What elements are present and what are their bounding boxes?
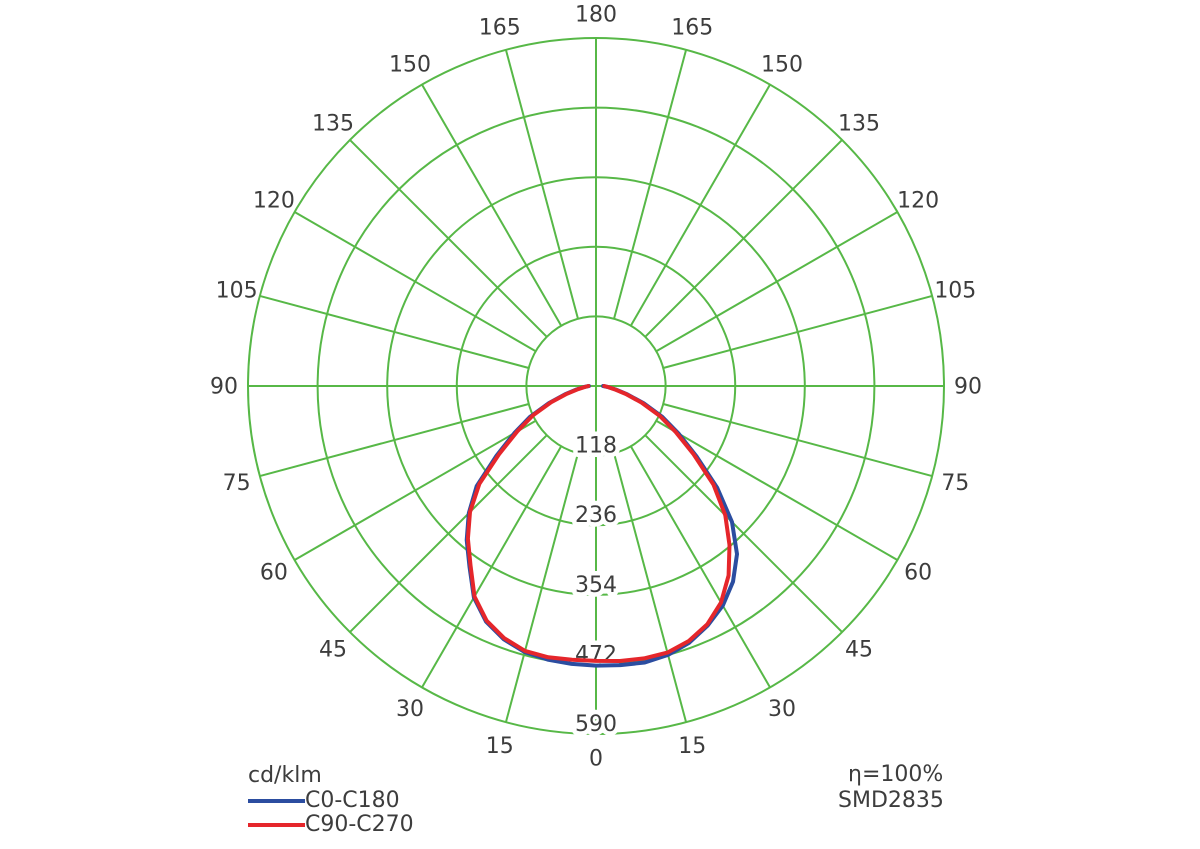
angle-label: 180 [575,3,617,28]
c0-c180-line-swatch [248,799,305,803]
angle-label: 135 [312,112,354,137]
grid-radial-line [613,49,688,320]
angle-label: 120 [897,189,939,214]
c0-c180-label: C0-C180 [305,788,400,813]
polar-grid [247,37,945,735]
led-model-label: SMD2835 [838,788,944,813]
c90-c270-line-swatch [248,823,305,827]
angle-label: 0 [589,747,603,772]
angle-label: 45 [845,638,873,663]
grid-radial-line [294,419,537,561]
grid-radial-line [613,452,688,723]
angle-label: 90 [954,375,982,400]
angle-label: 30 [768,697,796,722]
grid-radial-line [655,419,898,561]
ring-value-label: 354 [575,573,617,598]
ring-value-label: 590 [575,712,617,737]
grid-radial-line [349,139,548,338]
angle-label: 60 [260,561,288,586]
angle-label: 75 [223,471,251,496]
grid-radial-line [259,403,530,478]
ring-value-label: 118 [575,434,617,459]
grid-radial-line [294,211,537,353]
ring-value-label: 236 [575,503,617,528]
angle-label: 30 [396,697,424,722]
legend-item-c0-c180: C0-C180 [248,789,414,813]
angle-labels: 0 15 15 30 30 45 45 60 60 75 75 90 90 105 105 120 120 135… [210,3,982,772]
angle-label: 135 [838,112,880,137]
angle-label: 60 [904,561,932,586]
legend-unit-label: cd/klm [248,763,322,788]
grid-radial-line [644,434,843,633]
legend-item-c90-c270: C90-C270 [248,813,414,837]
angle-label: 75 [941,471,969,496]
angle-label: 165 [479,15,521,40]
curve-c90-c270 [465,384,732,663]
annotation-block: η=100% SMD2835 [838,762,944,814]
grid-radial-line [644,139,843,338]
grid-radial-line [655,211,898,353]
c90-c270-label: C90-C270 [305,812,414,837]
angle-label: 15 [678,734,706,759]
grid-radial-line [504,452,579,723]
angle-label: 90 [210,375,238,400]
grid-radial-line [629,84,771,327]
grid-radial-line [662,403,933,478]
angle-label: 165 [671,15,713,40]
grid-radial-line [349,434,548,633]
angle-label: 105 [934,278,976,303]
grid-radial-line [629,445,771,688]
angle-label: 45 [319,638,347,663]
grid-radial-line [259,294,530,369]
angle-label: 150 [389,53,431,78]
grid-radial-line [421,84,563,327]
angle-label: 120 [253,189,295,214]
grid-radial-line [421,445,563,688]
angle-label: 150 [761,53,803,78]
angle-label: 105 [216,278,258,303]
legend: cd/klm C0-C180 C90-C270 [248,764,414,837]
angle-label: 15 [486,734,514,759]
efficiency-label: η=100% [848,762,944,787]
grid-radial-line [662,294,933,369]
grid-radial-line [504,49,579,320]
